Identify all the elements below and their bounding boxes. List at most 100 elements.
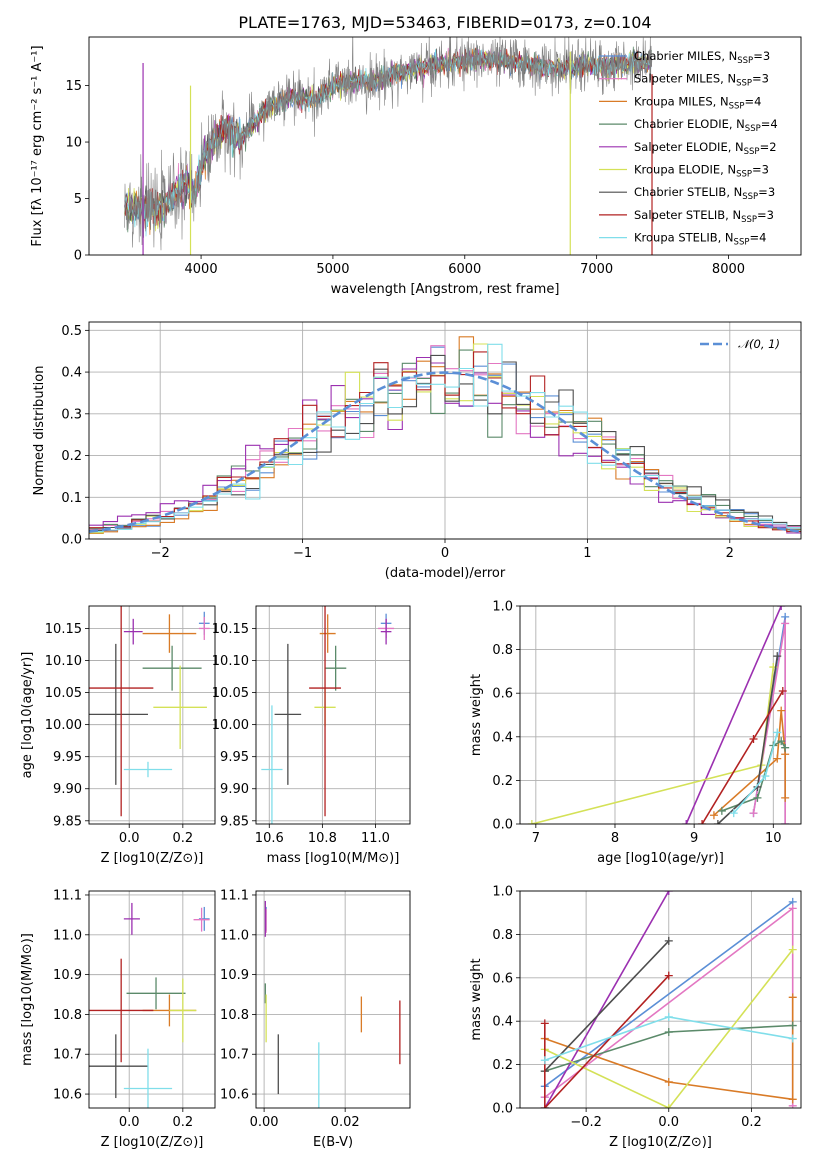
plot-frame: [255, 605, 411, 825]
mass-weight-vs-age-panel: 7 8 9 10 0.0 0.2 0.4 0.6 0.8 1.0 age [log10(age/yr…: [469, 600, 802, 866]
error-bar-point: [89, 643, 148, 785]
x-tick-label: 0.2: [172, 831, 193, 846]
legend-entry: Salpeter STELIB, NSSP=3: [634, 208, 774, 225]
y-tick-label: 0.4: [61, 366, 82, 381]
mass-weight-marker: [781, 619, 790, 628]
y-tick-label: 0.4: [492, 1015, 513, 1030]
legend-nssp-subscript: SSP: [736, 170, 752, 180]
y-axis-label: age [log10(age/yr)]: [20, 652, 35, 779]
x-axis-label: wavelength [Angstrom, rest frame]: [331, 282, 560, 297]
mass-weight-marker: [664, 1028, 673, 1037]
mass-weight-marker: [682, 820, 691, 824]
legend-nssp-subscript: SSP: [741, 215, 757, 225]
error-bar-point: [198, 906, 210, 931]
x-axis-label: (data-model)/error: [385, 566, 506, 581]
chart-title: PLATE=1763, MJD=53463, FIBERID=0173, z=0…: [238, 13, 651, 32]
mass-weight-series: [749, 619, 790, 824]
y-tick-label: 11.1: [53, 888, 82, 903]
legend-nssp-equals: =: [753, 49, 763, 63]
x-axis-label: Z [log10(Z/Z⊙)]: [101, 851, 204, 866]
x-tick-label: 0.2: [741, 1115, 762, 1130]
y-tick-label: 10.00: [212, 718, 249, 733]
mass-weight-marker: [664, 971, 673, 980]
legend-nssp-value: 3: [767, 208, 774, 222]
mass-weight-marker: [778, 687, 787, 696]
y-axis-label: Normed distribution: [32, 366, 47, 496]
x-tick-label: 0.0: [119, 1115, 140, 1130]
legend-nssp-equals: =: [758, 185, 768, 199]
y-tick-label: 11.0: [220, 928, 249, 943]
x-tick-label: 7000: [580, 262, 613, 277]
mass-weight-marker: [664, 891, 673, 895]
mass-weight-series: [729, 728, 782, 818]
y-tick-label: 0.6: [492, 971, 513, 986]
mass-weight-marker: [698, 820, 707, 824]
y-tick-label: 10.15: [45, 622, 82, 637]
legend-nssp-value: 3: [768, 185, 775, 199]
mass-weight-marker: [788, 1021, 797, 1030]
legend-series-name: Salpeter STELIB: [634, 208, 725, 222]
mass-weight-marker: [773, 728, 782, 737]
age-vs-mass-panel: 10.6 10.8 11.0 9.85 9.90 9.95 10.00 10.05 10.10 1…: [212, 605, 411, 866]
x-axis-label: Z [log10(Z/Z⊙)]: [101, 1135, 204, 1150]
y-tick-label: 15: [65, 79, 82, 94]
mass-weight-marker: [773, 754, 782, 763]
y-tick-label: 10.05: [45, 686, 82, 701]
error-bar-point: [89, 606, 154, 817]
mass-weight-line: [544, 975, 670, 1108]
x-tick-label: 6000: [448, 262, 481, 277]
x-tick-label: 11.0: [361, 831, 390, 846]
x-axis-label: E(B-V): [313, 1135, 353, 1150]
legend-nssp-subscript: SSP: [742, 192, 758, 202]
x-tick-label: 10.6: [255, 831, 284, 846]
x-tick-label: 0.2: [172, 1115, 193, 1130]
error-bar-point: [126, 977, 186, 1010]
error-bar-point: [89, 958, 154, 1063]
mass-weight-marker: [761, 772, 770, 781]
mass-weight-line: [544, 949, 794, 1108]
y-tick-label: 11.1: [220, 888, 249, 903]
y-tick-label: 1.0: [492, 885, 513, 900]
y-tick-label: 0.0: [61, 533, 82, 548]
residual-histogram-panel: −2 −1 0 1 2 0.0 0.1 0.2 0.3 0.4 0.5 (data-model)/er…: [32, 321, 802, 581]
x-tick-label: 0.0: [658, 1115, 679, 1130]
mass-weight-marker: [540, 1056, 549, 1065]
error-bar-point: [274, 643, 302, 785]
mass-weight-marker: [664, 1012, 673, 1021]
plot-frame: [88, 605, 216, 825]
mass-weight-series: [709, 706, 790, 820]
legend-series-name: Chabrier ELODIE: [634, 117, 729, 131]
y-tick-label: 9.85: [220, 814, 249, 829]
legend-nssp-prefix: , N: [718, 231, 734, 245]
plot-frame: [88, 321, 802, 540]
legend-nssp-prefix: , N: [720, 163, 736, 177]
mass-weight-series: [540, 971, 673, 1108]
y-tick-label: 10.6: [53, 1088, 82, 1103]
mass-weight-marker: [664, 1077, 673, 1086]
error-bar-point: [193, 907, 210, 932]
y-tick-label: 9.95: [220, 750, 249, 765]
plot-frame: [519, 890, 802, 1109]
legend-nssp-prefix: , N: [728, 140, 744, 154]
mass-weight-line: [544, 997, 794, 1101]
y-tick-label: 11.0: [53, 928, 82, 943]
y-tick-label: 0.0: [492, 1102, 513, 1117]
legend-nssp-equals: =: [752, 72, 762, 86]
y-tick-label: 9.90: [53, 782, 82, 797]
legend-series-name: Salpeter MILES: [634, 72, 720, 86]
legend-nssp-prefix: , N: [725, 208, 741, 222]
error-bar-point: [309, 606, 341, 817]
x-axis-label: Z [log10(Z/Z⊙)]: [609, 1135, 712, 1150]
legend-nssp-prefix: , N: [720, 72, 736, 86]
legend-entry: Chabrier STELIB, NSSP=3: [634, 185, 775, 202]
legend-nssp-value: 2: [769, 140, 776, 154]
mass-weight-marker: [709, 811, 718, 820]
y-tick-label: 1.0: [492, 600, 513, 615]
mass-weight-marker: [749, 734, 758, 743]
spectrum-panel: 4000 5000 6000 7000 8000 0 5 10 15 wavelength [An…: [30, 13, 802, 297]
error-bar-point: [325, 645, 347, 691]
x-axis-label: age [log10(age/yr)]: [597, 851, 724, 866]
mass-weight-marker: [788, 1095, 797, 1104]
legend-nssp-value: 3: [762, 163, 769, 177]
legend-nssp-value: 4: [759, 231, 766, 245]
